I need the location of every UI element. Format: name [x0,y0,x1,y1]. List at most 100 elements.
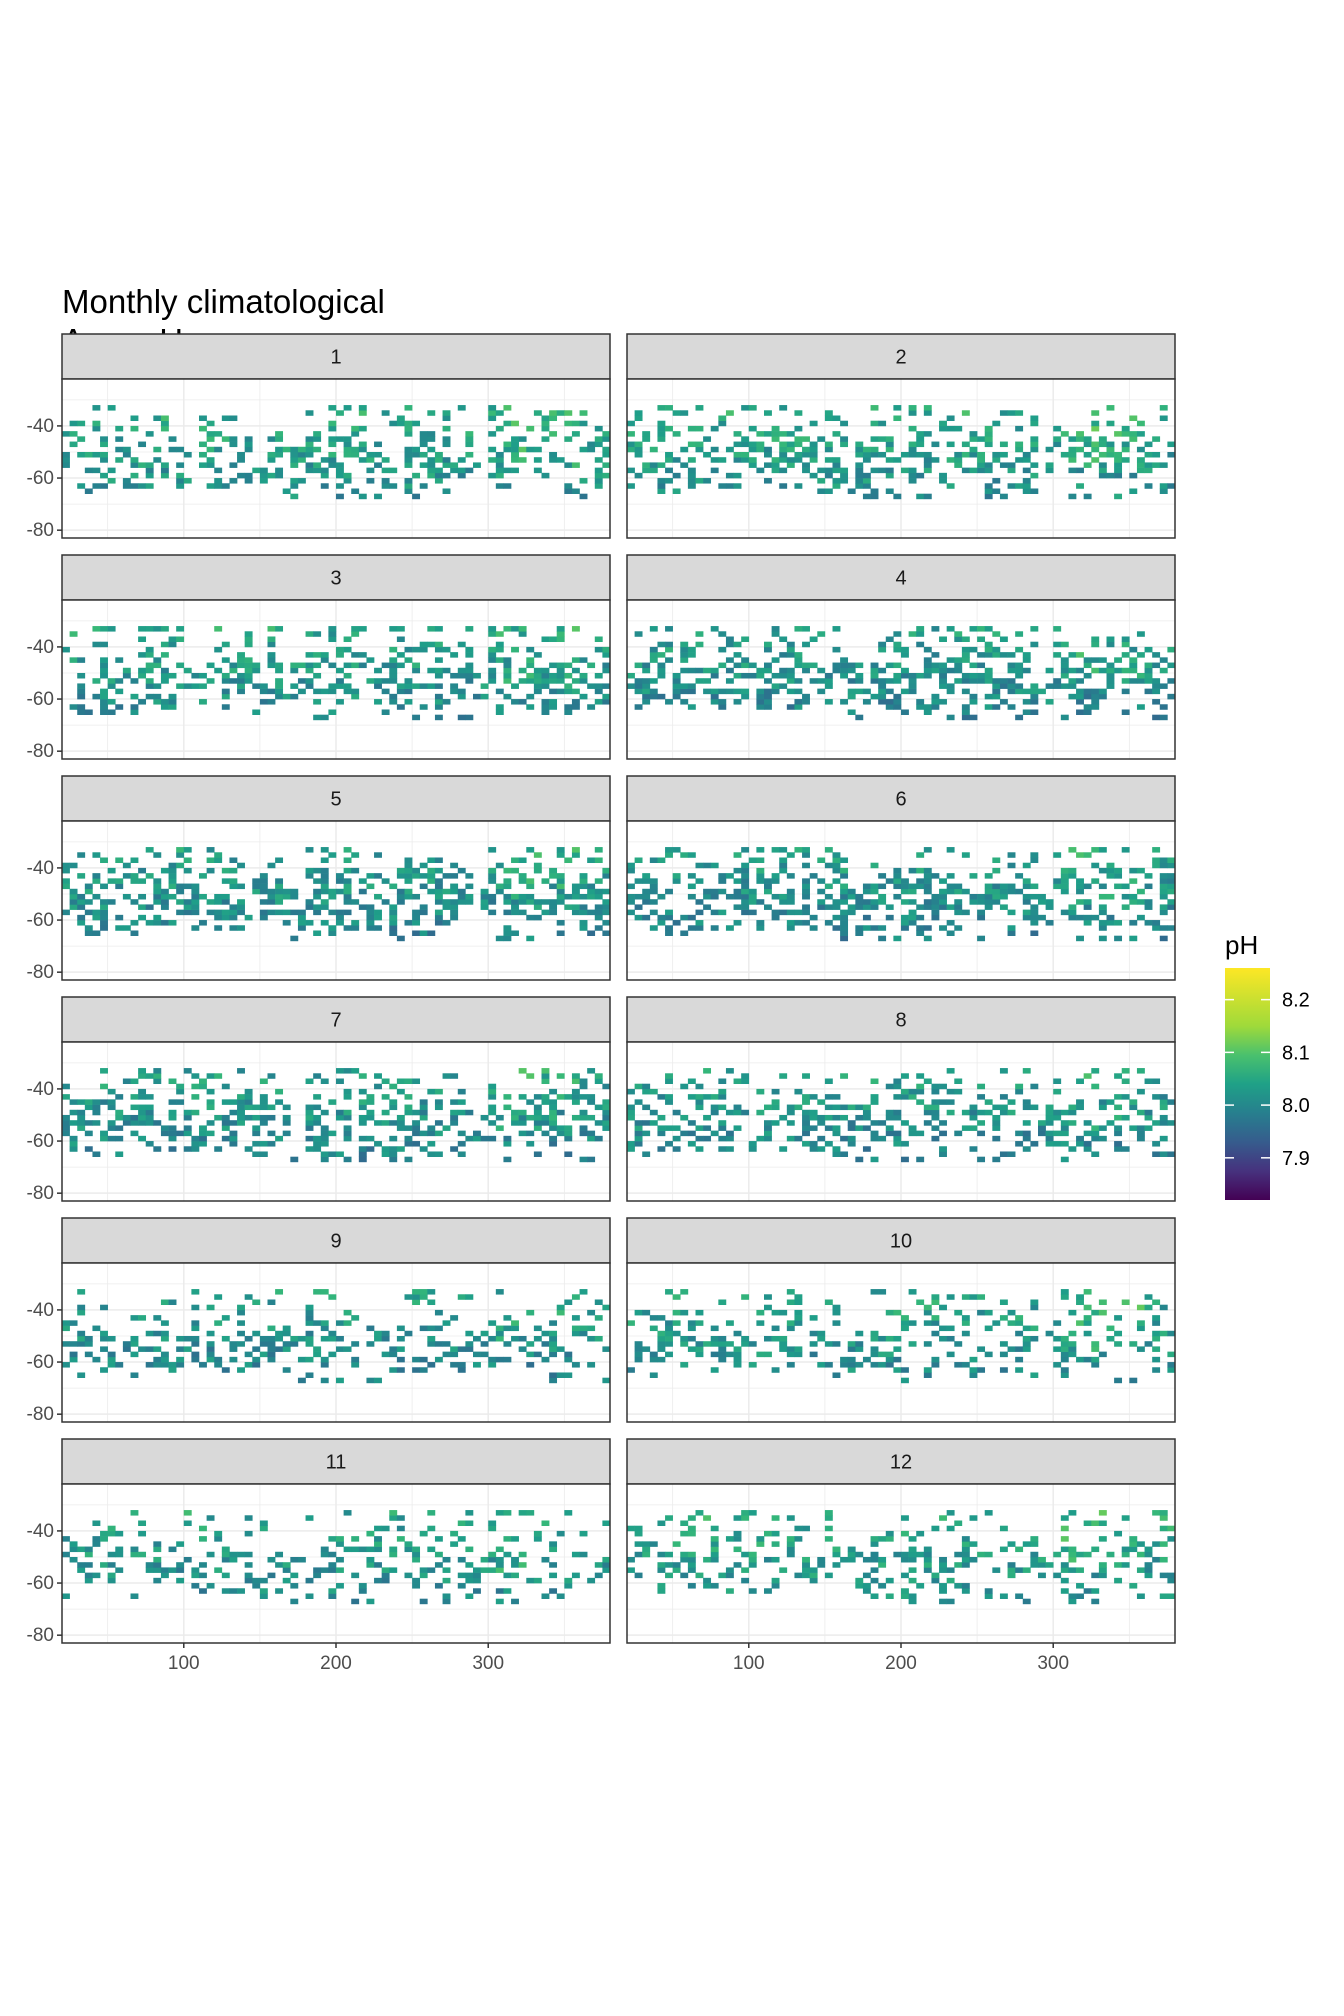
ph-cell [526,1341,535,1347]
ph-cell [901,1088,909,1095]
ph-cell [122,478,131,484]
ph-cell [259,1525,268,1532]
ph-cell [358,1546,367,1553]
ph-cell [885,1125,894,1131]
ph-cell [1114,1530,1123,1537]
ph-cell [1068,1341,1077,1347]
ph-cell [259,683,268,689]
ph-cell [695,1125,704,1131]
ph-cell [748,1510,757,1516]
ph-cell [733,641,742,648]
ph-cell [396,1120,405,1126]
ph-cell [756,441,765,448]
ph-cell [901,1325,909,1332]
ph-cell [579,883,588,890]
ph-cell [206,1099,215,1105]
ph-cell [267,1299,276,1306]
ph-cell [1007,678,1016,684]
ph-cell [1030,1104,1039,1111]
ph-cell [824,1536,833,1542]
ph-cell [138,867,147,874]
ph-cell [870,1156,879,1163]
ph-cell [374,678,382,684]
ph-cell [961,652,970,658]
ph-cell [229,914,238,921]
ph-cell [473,1572,481,1579]
ph-cell [183,1068,192,1074]
ph-cell [1022,1068,1031,1074]
ph-cell [549,1377,558,1384]
ph-cell [969,1109,978,1116]
ph-cell [946,1525,955,1532]
ph-cell [297,478,306,484]
ph-cell [465,1510,474,1516]
ph-cell [488,1135,497,1142]
ph-cell [366,914,375,921]
ph-cell [1091,704,1100,710]
ph-cell [1030,1141,1039,1147]
ph-cell [1159,1515,1168,1521]
ph-cell [571,688,580,695]
ph-cell [961,709,970,715]
ph-cell [961,714,970,721]
ph-cell [549,410,558,416]
ph-cell [1129,1546,1138,1553]
ph-cell [672,1294,681,1300]
facet-strip [626,996,1176,1043]
ph-cell [602,683,611,689]
ph-cell [657,1315,666,1321]
ph-cell [275,693,284,700]
ph-cell [1152,1299,1161,1306]
ph-cell [984,899,993,905]
ph-cell [244,1088,253,1095]
ph-cell [404,678,413,684]
ph-cell [695,899,704,905]
ph-cell [100,472,108,479]
ph-cell [748,1141,757,1147]
ph-cell [1045,1141,1054,1147]
ph-cell [374,1541,382,1547]
ph-cell [153,1078,162,1085]
ph-cell [870,862,879,869]
ph-cell [320,1078,329,1085]
ph-cell [290,667,299,674]
ph-cell [908,914,917,921]
ph-cell [305,1335,314,1342]
ph-cell [153,1120,162,1126]
ph-cell [1091,1346,1100,1352]
ph-cell [343,867,352,874]
ph-cell [703,1068,712,1074]
ph-cell [457,472,466,479]
ph-cell [237,899,245,905]
ph-cell [779,1341,788,1347]
ph-cell [809,678,818,684]
ph-cell [984,425,993,432]
ph-cell [259,1141,268,1147]
ph-cell [916,626,925,632]
ph-cell [389,699,398,705]
ph-cell [977,467,986,474]
ph-cell [229,867,238,874]
ph-cell [602,472,611,479]
ph-cell [999,1109,1008,1116]
ph-cell [259,909,268,916]
ph-cell [244,436,253,442]
ph-cell [794,847,803,853]
ph-cell [305,899,314,905]
ph-cell [870,1078,879,1085]
ph-cell [495,1289,504,1295]
ph-cell [267,436,276,442]
ph-cell [1098,1351,1107,1358]
ph-cell [320,472,329,479]
ph-cell [320,1567,329,1573]
ph-cell [206,420,215,427]
ph-cell [465,1520,474,1527]
facet-strip-label: 3 [330,568,341,590]
ph-cell [687,1515,696,1521]
ph-cell [206,867,215,874]
ph-cell [923,1367,932,1373]
ph-cell [779,1073,788,1079]
ph-cell [138,904,147,910]
ph-cell [1129,1341,1138,1347]
ph-cell [1053,883,1062,890]
